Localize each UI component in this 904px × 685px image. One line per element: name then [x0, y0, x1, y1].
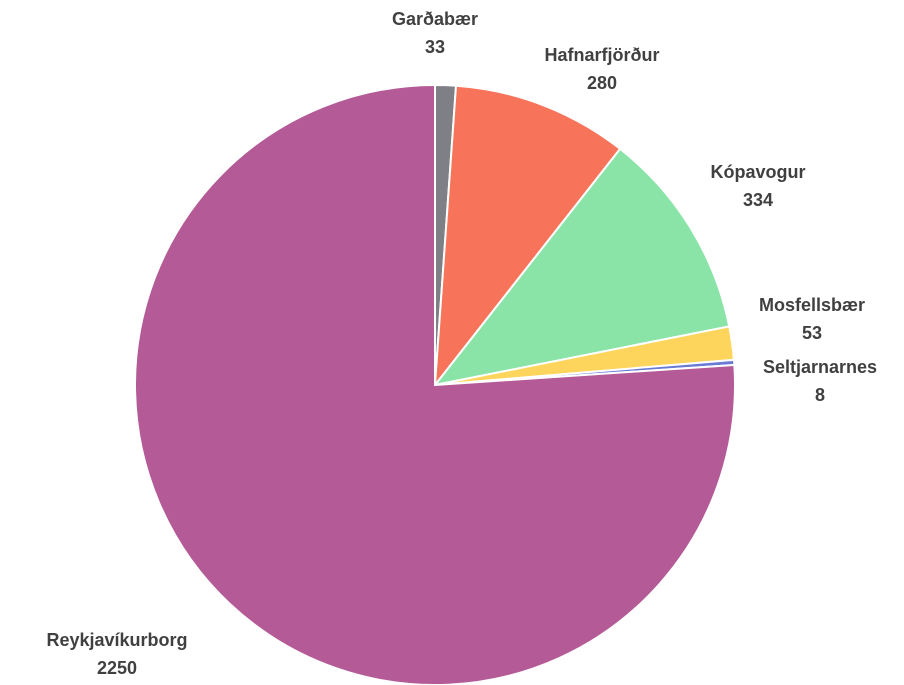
- slice-label: Mosfellsbær: [759, 295, 865, 315]
- pie-slice: [134, 83, 736, 685]
- slice-value: 33: [425, 37, 445, 57]
- slice-value: 53: [802, 323, 822, 343]
- slice-label: Seltjarnarnes: [763, 357, 877, 377]
- slice-value: 280: [587, 73, 617, 93]
- pie-slice: [432, 147, 731, 387]
- slice-label: Hafnarfjörður: [544, 45, 659, 65]
- pie-slice: [433, 84, 622, 389]
- slice-label: Garðabær: [392, 9, 478, 29]
- slice-value: 334: [743, 190, 773, 210]
- slice-value: 2250: [97, 658, 137, 678]
- slice-label: Kópavogur: [710, 162, 805, 182]
- slice-label: Reykjavíkurborg: [46, 630, 187, 650]
- slice-value: 8: [815, 385, 825, 405]
